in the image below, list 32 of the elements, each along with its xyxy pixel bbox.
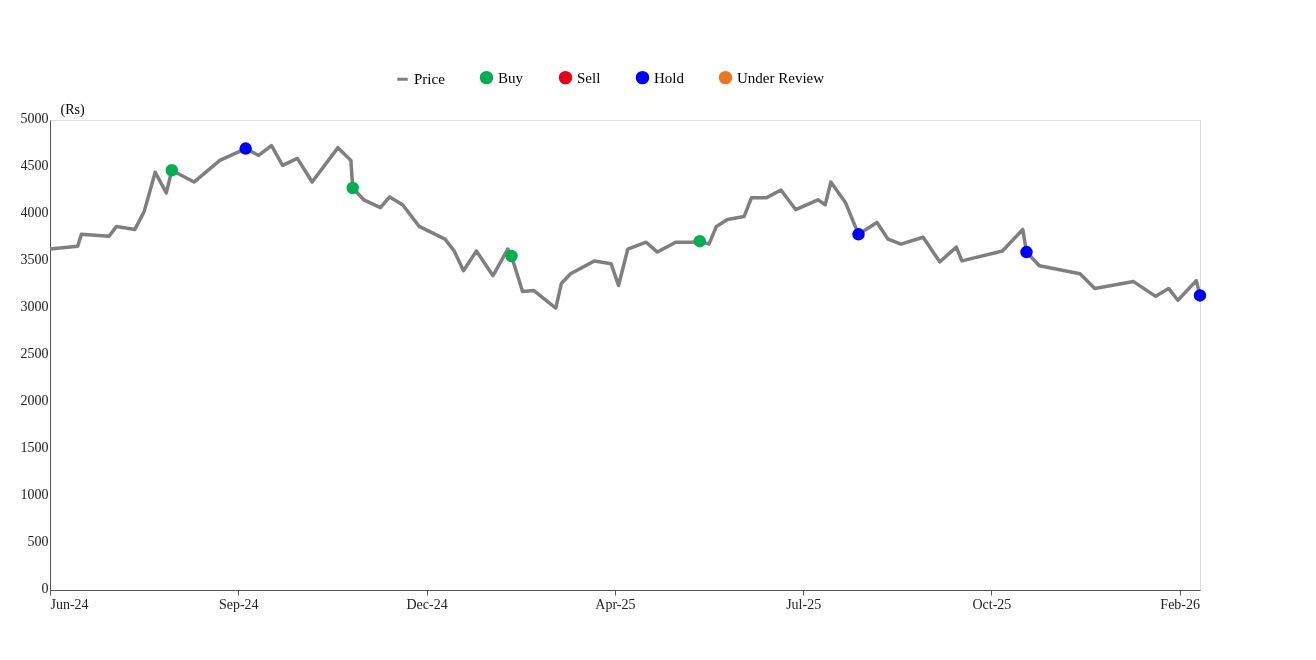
- y-tick-label: 4000: [20, 204, 49, 220]
- point: [1020, 245, 1033, 259]
- x-tick-label: Apr-25: [595, 596, 636, 612]
- y-tick-label: 5000: [20, 110, 49, 126]
- point: [239, 142, 252, 155]
- point: [852, 228, 865, 241]
- y-tick-label: 1000: [20, 486, 49, 502]
- x-tick-label: Feb-26: [1160, 596, 1201, 612]
- legend-label: Buy: [498, 69, 524, 86]
- point: [165, 164, 179, 177]
- point: [505, 249, 518, 263]
- y-tick-label: 0: [41, 580, 49, 596]
- legend-label: Hold: [654, 69, 685, 86]
- point: [1193, 289, 1207, 302]
- x-tick-label: Oct-25: [972, 596, 1012, 612]
- y-axis-title: (Rs): [60, 101, 85, 118]
- y-tick-label: 3500: [20, 251, 49, 267]
- y-tick-label: 500: [27, 533, 49, 549]
- y-tick-label: 1500: [20, 439, 49, 455]
- x-tick-label: Dec-24: [406, 596, 448, 612]
- y-tick-label: 3000: [20, 298, 49, 314]
- y-tick-label: 4500: [20, 157, 49, 173]
- legend-label: Sell: [577, 69, 601, 86]
- y-tick-label: 2000: [20, 392, 49, 408]
- point: [693, 234, 706, 248]
- legend-label: Under Review: [737, 69, 825, 86]
- x-tick-label: Jul-25: [786, 596, 822, 612]
- x-tick-label: Sep-24: [218, 596, 259, 612]
- y-tick-label: 2500: [20, 345, 49, 361]
- point: [346, 181, 359, 195]
- x-tick-label: Jun-24: [50, 596, 89, 612]
- legend-label: Price: [414, 71, 446, 88]
